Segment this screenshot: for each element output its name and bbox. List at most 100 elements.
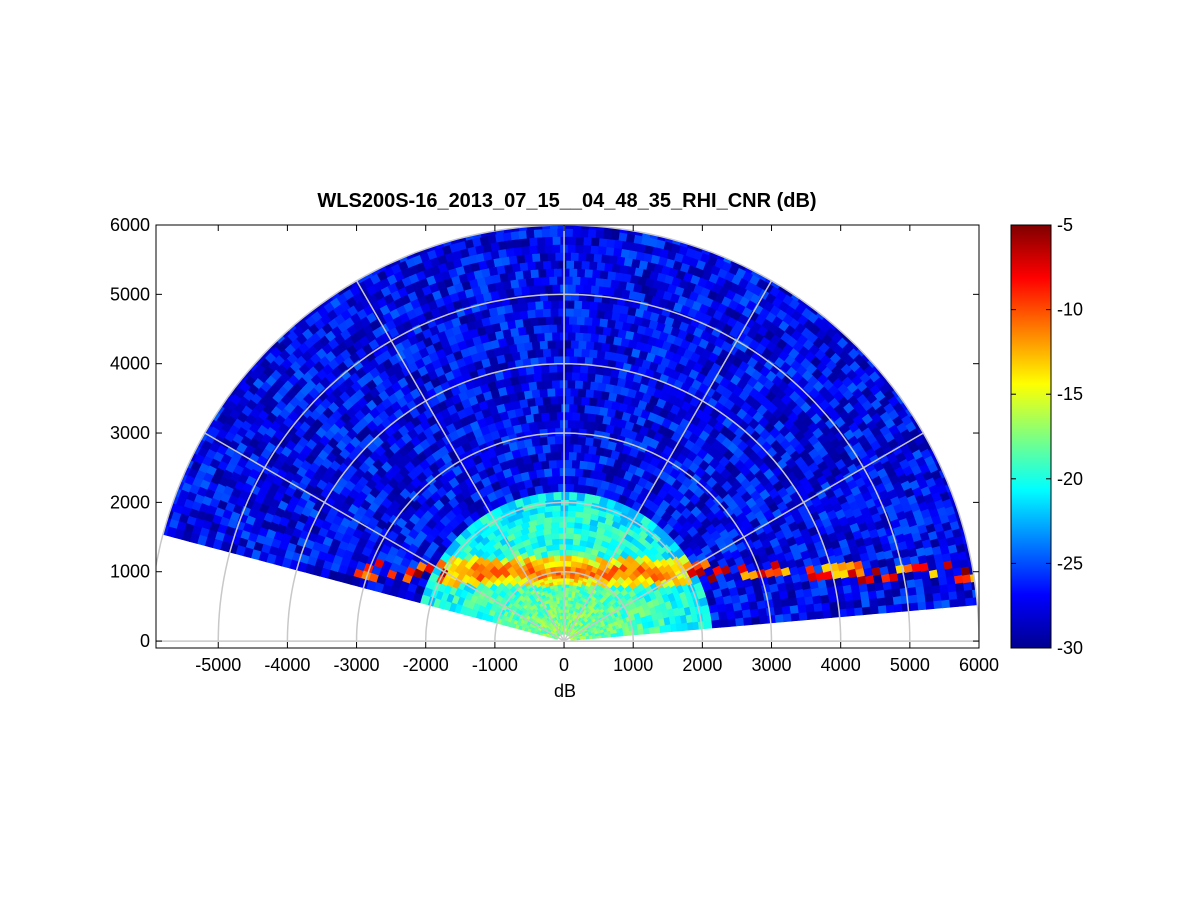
heatmap-cell: [552, 403, 562, 413]
heatmap-cell: [551, 510, 561, 518]
heatmap-cell: [564, 590, 569, 595]
heatmap-cell: [576, 475, 587, 486]
heatmap-cell: [576, 435, 587, 446]
colorbar-tick-label: -10: [1057, 300, 1083, 320]
heatmap-cell: [564, 299, 575, 309]
heatmap-cell: [564, 395, 574, 405]
heatmap-cell: [555, 411, 565, 421]
heatmap-cell: [564, 586, 570, 591]
x-tick-label: 5000: [890, 655, 930, 675]
heatmap-cell: [565, 532, 574, 540]
heatmap-cell: [557, 521, 567, 528]
heatmap-cell: [564, 577, 570, 582]
x-tick-label: -2000: [403, 655, 449, 675]
heatmap-cell: [564, 560, 572, 567]
heatmap-cell: [558, 419, 568, 429]
heatmap-cell: [572, 483, 583, 493]
heatmap-cell: [565, 521, 575, 529]
heatmap-cell: [570, 323, 581, 333]
heatmap-cell: [564, 347, 575, 357]
heatmap-cell: [572, 347, 583, 357]
heatmap-cell: [551, 543, 560, 551]
heatmap-cell: [566, 419, 576, 429]
heatmap-cell: [564, 583, 570, 588]
heatmap-cell: [566, 515, 576, 523]
heatmap-cell: [564, 483, 575, 493]
heatmap-cell: [550, 515, 560, 523]
heatmap-cell: [558, 515, 568, 523]
heatmap-cell: [567, 315, 578, 325]
heatmap-cell: [553, 475, 563, 485]
heatmap-cell: [564, 260, 575, 269]
heatmap-cell: [555, 371, 565, 381]
heatmap-cell: [569, 387, 579, 397]
heatmap-cell: [578, 412, 589, 422]
heatmap-cell: [574, 419, 584, 429]
heatmap-cell: [565, 538, 574, 545]
heatmap-cell: [566, 244, 576, 253]
heatmap-cell: [551, 504, 561, 512]
heatmap-cell: [569, 435, 579, 445]
colorbar-tick-label: -25: [1057, 553, 1083, 573]
heatmap-cell: [567, 451, 577, 461]
colorbar-tick-label: -5: [1057, 215, 1073, 235]
heatmap-cell: [561, 435, 571, 445]
heatmap-cell: [564, 580, 570, 585]
x-tick-label: 6000: [959, 655, 999, 675]
heatmap-cell: [570, 459, 581, 469]
chart-title: WLS200S-16_2013_07_15__04_48_35_RHI_CNR …: [317, 190, 816, 212]
heatmap-cell: [570, 411, 581, 421]
heatmap-cell: [566, 510, 576, 518]
heatmap-cell: [558, 467, 568, 477]
y-tick-label: 1000: [110, 562, 150, 582]
colorbar: [1010, 224, 1052, 649]
heatmap-cell: [565, 543, 573, 551]
heatmap-cell: [564, 307, 574, 317]
heatmap-cell: [563, 459, 573, 469]
heatmap-cell: [572, 395, 582, 405]
heatmap-cell: [550, 521, 560, 529]
heatmap-cell: [552, 491, 562, 501]
heatmap-cell: [570, 560, 577, 568]
heatmap-cell: [560, 491, 570, 501]
y-tick-label: 6000: [110, 215, 150, 235]
heatmap-cell: [569, 339, 579, 349]
heatmap-cell: [555, 363, 565, 373]
heatmap-cell: [557, 299, 567, 309]
heatmap-cell: [567, 504, 577, 512]
heatmap-cell: [553, 387, 563, 397]
heatmap-cell: [572, 443, 582, 453]
heatmap-cell: [558, 331, 568, 341]
heatmap-cell: [569, 427, 579, 437]
heatmap-cell: [564, 443, 574, 453]
heatmap-cell: [566, 331, 576, 341]
heatmap-cell: [575, 491, 586, 502]
heatmap-cell: [553, 339, 564, 349]
heatmap-cell: [575, 451, 585, 462]
heatmap-cell: [568, 491, 578, 501]
heatmap-cell: [573, 467, 584, 478]
heatmap-cell: [566, 283, 576, 293]
heatmap-cell: [575, 403, 586, 414]
heatmap-cell: [552, 451, 562, 461]
heatmap-cell: [550, 467, 560, 477]
heatmap-cell: [567, 403, 578, 413]
heatmap-cell: [563, 275, 573, 285]
y-tick-label: 3000: [110, 423, 150, 443]
heatmap-cell: [573, 379, 584, 389]
x-tick-label: -4000: [264, 655, 310, 675]
heatmap-cell: [564, 596, 569, 601]
heatmap-cell: [579, 396, 590, 406]
heatmap-cell: [564, 602, 568, 607]
heatmap-cell: [550, 538, 560, 546]
heatmap-cell: [570, 555, 578, 562]
colorbar-tick-label: -20: [1057, 469, 1083, 489]
x-tick-label: 2000: [682, 655, 722, 675]
heatmap-cell: [566, 467, 576, 477]
heatmap-cell: [563, 363, 573, 373]
heatmap-cell: [569, 291, 580, 301]
heatmap-cell: [569, 475, 579, 485]
heatmap-cell: [550, 532, 560, 540]
heatmap-cell: [564, 549, 573, 556]
heatmap-cell: [570, 371, 580, 381]
